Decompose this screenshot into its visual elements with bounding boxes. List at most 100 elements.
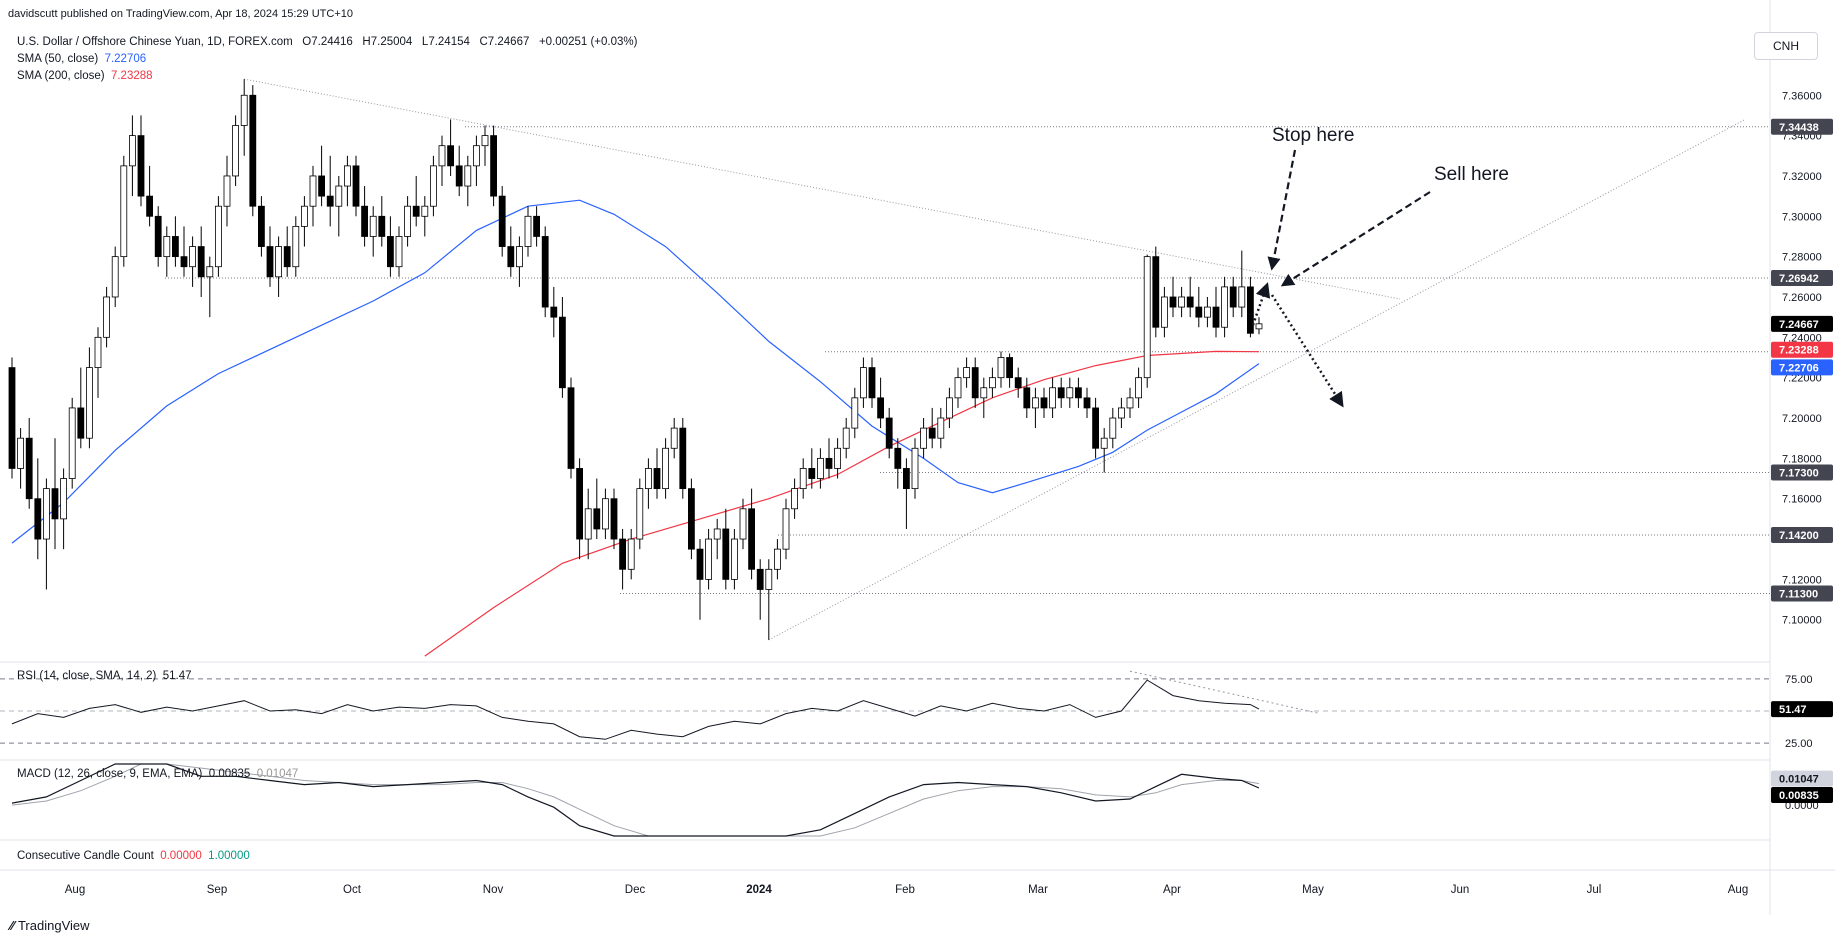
candle-body (782, 508, 790, 550)
candle-body (352, 165, 360, 207)
candle-body (154, 215, 162, 258)
horizontal-levels (165, 126, 1770, 595)
candle-body (1066, 387, 1074, 399)
candle-body (189, 246, 197, 268)
candle-body (206, 266, 214, 278)
price-badge-label: 7.11300 (1779, 589, 1818, 601)
candle-body (60, 478, 67, 520)
rsi-axis-label: 25.00 (1785, 738, 1813, 750)
candle-body (17, 437, 25, 469)
candle-body (1186, 296, 1194, 308)
trendlines (244, 78, 1746, 641)
price-tick-label: 7.24000 (1782, 332, 1822, 344)
candle-body (1109, 417, 1117, 439)
macd-panel: 0.0000 (11, 763, 1819, 837)
candle-body (524, 215, 532, 247)
candle-body (300, 205, 308, 227)
ohlc-open-label: O (302, 36, 312, 48)
ccc-label: Consecutive Candle Count (17, 850, 154, 862)
candle-body (43, 488, 50, 540)
annotation-sell-here: Sell here (1434, 164, 1509, 185)
candle-body (1195, 306, 1203, 318)
candle-body (1040, 397, 1048, 409)
price-tick-label: 7.12000 (1782, 574, 1822, 586)
macd-signal-badge-bg (1771, 770, 1833, 787)
candle-body (1178, 296, 1185, 308)
arrow-sell-here (1280, 191, 1431, 287)
ohlc-open: 7.24416 (311, 36, 353, 48)
sma200-legend[interactable]: SMA (200, close) 7.23288 (17, 70, 153, 82)
candle-body (232, 125, 240, 177)
rsi-axis-label: 75.00 (1785, 674, 1813, 686)
candle-body (851, 397, 859, 429)
candle-body (765, 568, 773, 590)
candle-body (817, 457, 824, 479)
sma200-line (424, 350, 1260, 657)
macd-line (11, 763, 1260, 837)
arrow-stop-here (1267, 149, 1297, 271)
candle-body (309, 175, 317, 207)
price-badge-bg (1771, 464, 1833, 481)
rsi-value-badge-bg (1771, 701, 1833, 718)
time-tick-label: 2024 (746, 884, 772, 896)
candle-body (1118, 407, 1125, 419)
candle-body (602, 498, 609, 530)
price-badge-label: 7.23288 (1779, 345, 1819, 357)
descending-trendline (244, 78, 1401, 300)
candle-body (662, 447, 669, 490)
candle-body (645, 468, 652, 490)
ccc-legend[interactable]: Consecutive Candle Count 0.00000 1.00000 (17, 850, 250, 862)
rsi-panel: 75.00 25.00 (0, 670, 1813, 750)
candle-body (713, 528, 721, 540)
price-tick-label: 7.22000 (1782, 373, 1822, 385)
candle-body (748, 508, 755, 570)
macd-signal-line (11, 763, 1260, 837)
symbol-badge[interactable]: CNH (1754, 32, 1818, 60)
candle-body (774, 548, 781, 570)
candle-body (567, 387, 575, 469)
candle-body (240, 94, 248, 126)
price-badge-bg (1771, 341, 1833, 358)
candle-body (997, 357, 1005, 379)
candle-body (825, 457, 833, 469)
candle-body (593, 508, 601, 530)
candle-body (1152, 256, 1160, 328)
macd-legend[interactable]: MACD (12, 26, close, 9, EMA, EMA) 0.0083… (17, 768, 298, 780)
candle-body (885, 417, 893, 449)
time-tick-label: Sep (207, 884, 227, 896)
candle-body (464, 165, 472, 187)
candle-body (834, 447, 841, 469)
candle-body (1014, 377, 1022, 389)
rsi-legend[interactable]: RSI (14, close, SMA, 14, 2) 51.47 (17, 670, 192, 682)
candle-body (481, 135, 489, 147)
candle-body (395, 236, 403, 268)
candle-body (163, 236, 171, 258)
candle-body (77, 407, 85, 439)
candle-body (378, 215, 386, 237)
candle-body (326, 195, 334, 207)
candle-body (1023, 387, 1031, 409)
sma50-legend[interactable]: SMA (50, close) 7.22706 (17, 53, 146, 65)
candle-body (610, 498, 618, 540)
candle-body (756, 568, 764, 590)
price-tick-label: 7.36000 (1782, 90, 1822, 102)
price-tick-label: 7.26000 (1782, 292, 1822, 304)
time-axis: Aug Sep Oct Nov Dec 2024 Feb Mar Apr May Jun Jul Aug (65, 884, 1748, 896)
candle-body (696, 548, 704, 580)
macd-value-badge-label: 0.00835 (1779, 790, 1819, 802)
price-badge-bg (1771, 315, 1833, 332)
ccc-value-1: 0.00000 (160, 850, 202, 862)
candle-body (937, 417, 945, 439)
rsi-value: 51.47 (162, 670, 192, 682)
price-badge-bg (1771, 359, 1833, 376)
candle-body (223, 175, 231, 207)
candle-body (1083, 397, 1091, 409)
candle-body (1229, 286, 1237, 308)
ccc-value-2: 1.00000 (208, 850, 250, 862)
candle-body (954, 377, 962, 399)
candle-body (670, 427, 678, 449)
tradingview-logo[interactable]: ⁄⁄ TradingView (10, 918, 90, 933)
candle-body (1135, 377, 1142, 399)
candle-body (275, 246, 283, 278)
